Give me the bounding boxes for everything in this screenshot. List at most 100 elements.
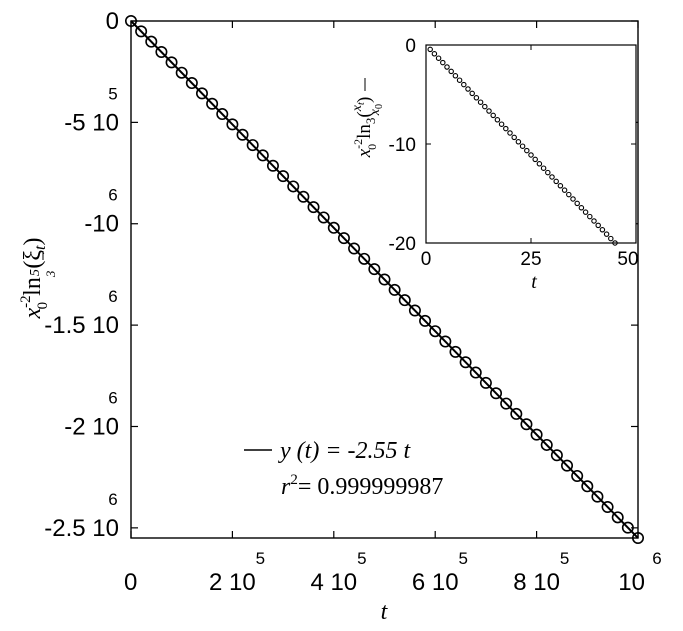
inset-ylab-base-sup: -2	[351, 139, 365, 149]
main-data-point	[337, 232, 350, 245]
main-data-point	[155, 46, 168, 59]
ylab-arg: (ξ	[20, 250, 46, 269]
inset-markers	[427, 46, 618, 246]
main-data-point	[398, 294, 411, 307]
inset-data-point	[545, 169, 551, 176]
inset-data-point	[511, 134, 517, 141]
main-data-point	[216, 108, 229, 121]
inset-ylab-den-sub: 0	[374, 104, 385, 109]
main-data-point	[419, 314, 432, 327]
inset-data-point	[608, 235, 614, 242]
main-data-point	[439, 335, 452, 348]
inset-ylab-den: x	[368, 108, 383, 116]
inset-data-point	[599, 227, 606, 233]
inset-data-point	[612, 240, 618, 246]
main-x-tick-exponent: 5	[458, 549, 467, 568]
main-data-point	[571, 469, 584, 482]
main-data-point	[175, 66, 188, 79]
ylab-base: x	[20, 307, 46, 319]
main-data-point	[601, 500, 614, 513]
inset-data-point	[519, 143, 526, 149]
inset-data-point	[566, 191, 572, 198]
inset-data-point	[431, 51, 438, 57]
inset-ylab-base-sub: 0	[365, 144, 379, 150]
main-y-tick-label: -10	[84, 211, 119, 238]
main-data-point	[510, 407, 523, 420]
main-data-point	[165, 56, 178, 69]
inset-x-axis-label: t	[531, 271, 537, 293]
main-x-tick-exponent: 6	[652, 549, 661, 568]
main-x-tick-label: 2 10	[209, 569, 256, 596]
main-y-axis-label: x-20 ln53(ξt)	[18, 238, 58, 320]
main-markers	[125, 15, 644, 544]
inset-data-point	[494, 117, 501, 123]
inset-tick-labels: 0 25 50 0 -10 -20	[389, 36, 639, 270]
main-data-point	[287, 180, 300, 193]
inset-y-axis-label: x-20ln3(xtx0)	[350, 78, 385, 158]
inset-y-tick-label: 0	[405, 36, 416, 57]
main-y-tick-label: -5 10	[64, 109, 119, 136]
inset-ylab-func: ln	[354, 124, 375, 139]
ylab-func: ln	[20, 277, 46, 296]
main-data-point	[266, 159, 279, 172]
inset-data-point	[435, 55, 442, 61]
inset-data-point	[444, 64, 450, 70]
main-data-point	[621, 521, 634, 534]
inset-data-point	[456, 77, 463, 83]
ylab-base-sub: 0	[35, 302, 51, 310]
main-data-point	[246, 139, 259, 152]
inset-data-point	[465, 86, 471, 92]
inset-x-tick-label: 0	[421, 249, 432, 270]
inset-data-point	[532, 156, 538, 163]
main-y-tick-exponent: 6	[108, 388, 117, 407]
main-data-point	[135, 25, 148, 38]
inset-data-point	[498, 121, 505, 127]
inset-data-point	[507, 130, 513, 136]
inset-data-point	[440, 59, 446, 66]
inset-data-point	[490, 112, 496, 119]
inset-panel: 0 25 500-10-20 t x-20ln3(xtx0)	[350, 36, 639, 293]
inset-x-tick-label: 25	[520, 249, 541, 270]
main-x-tick-label: 0	[124, 569, 137, 596]
main-data-point	[226, 118, 239, 131]
main-data-point	[581, 480, 594, 493]
inset-data-point	[603, 231, 610, 237]
main-data-point	[591, 490, 604, 503]
ylab-base-sup: -2	[18, 295, 34, 308]
main-x-tick-label: 8 10	[513, 569, 560, 596]
inset-data-point	[574, 200, 580, 207]
main-data-point	[479, 376, 492, 389]
inset-data-point	[536, 161, 543, 167]
main-y-tick-exponent: 6	[108, 287, 117, 306]
inset-data-point	[482, 103, 488, 110]
main-y-tick-exponent: 6	[108, 490, 117, 509]
main-data-point	[327, 221, 340, 234]
ylab-arg-close: )	[20, 238, 46, 246]
inset-data-point	[427, 46, 433, 53]
main-data-point	[297, 190, 310, 203]
main-x-tick-exponent: 5	[357, 549, 366, 568]
ylab-func-sub-num: 5	[28, 269, 43, 276]
main-data-point	[236, 128, 249, 141]
main-x-tick-label: 4 10	[310, 569, 357, 596]
inset-ylab-base: x	[354, 148, 375, 158]
main-data-point	[469, 366, 482, 379]
svg-text:x-20ln3(xtx0): x-20ln3(xtx0)	[350, 97, 385, 159]
main-data-point	[358, 252, 371, 265]
inset-data-point	[587, 213, 593, 220]
main-data-point	[145, 35, 158, 48]
main-data-point	[307, 201, 320, 214]
inset-data-point	[557, 183, 564, 189]
main-data-point	[348, 242, 361, 255]
main-data-point	[185, 77, 198, 90]
inset-data-point	[486, 108, 492, 114]
inset-ticks	[425, 44, 637, 244]
main-data-point	[500, 397, 513, 410]
main-data-point	[368, 263, 381, 276]
main-y-tick-label: -1.5 10	[44, 312, 119, 339]
main-data-point	[631, 531, 644, 544]
inset-data-point	[503, 125, 509, 132]
main-y-tick-exponent: 6	[108, 186, 117, 205]
